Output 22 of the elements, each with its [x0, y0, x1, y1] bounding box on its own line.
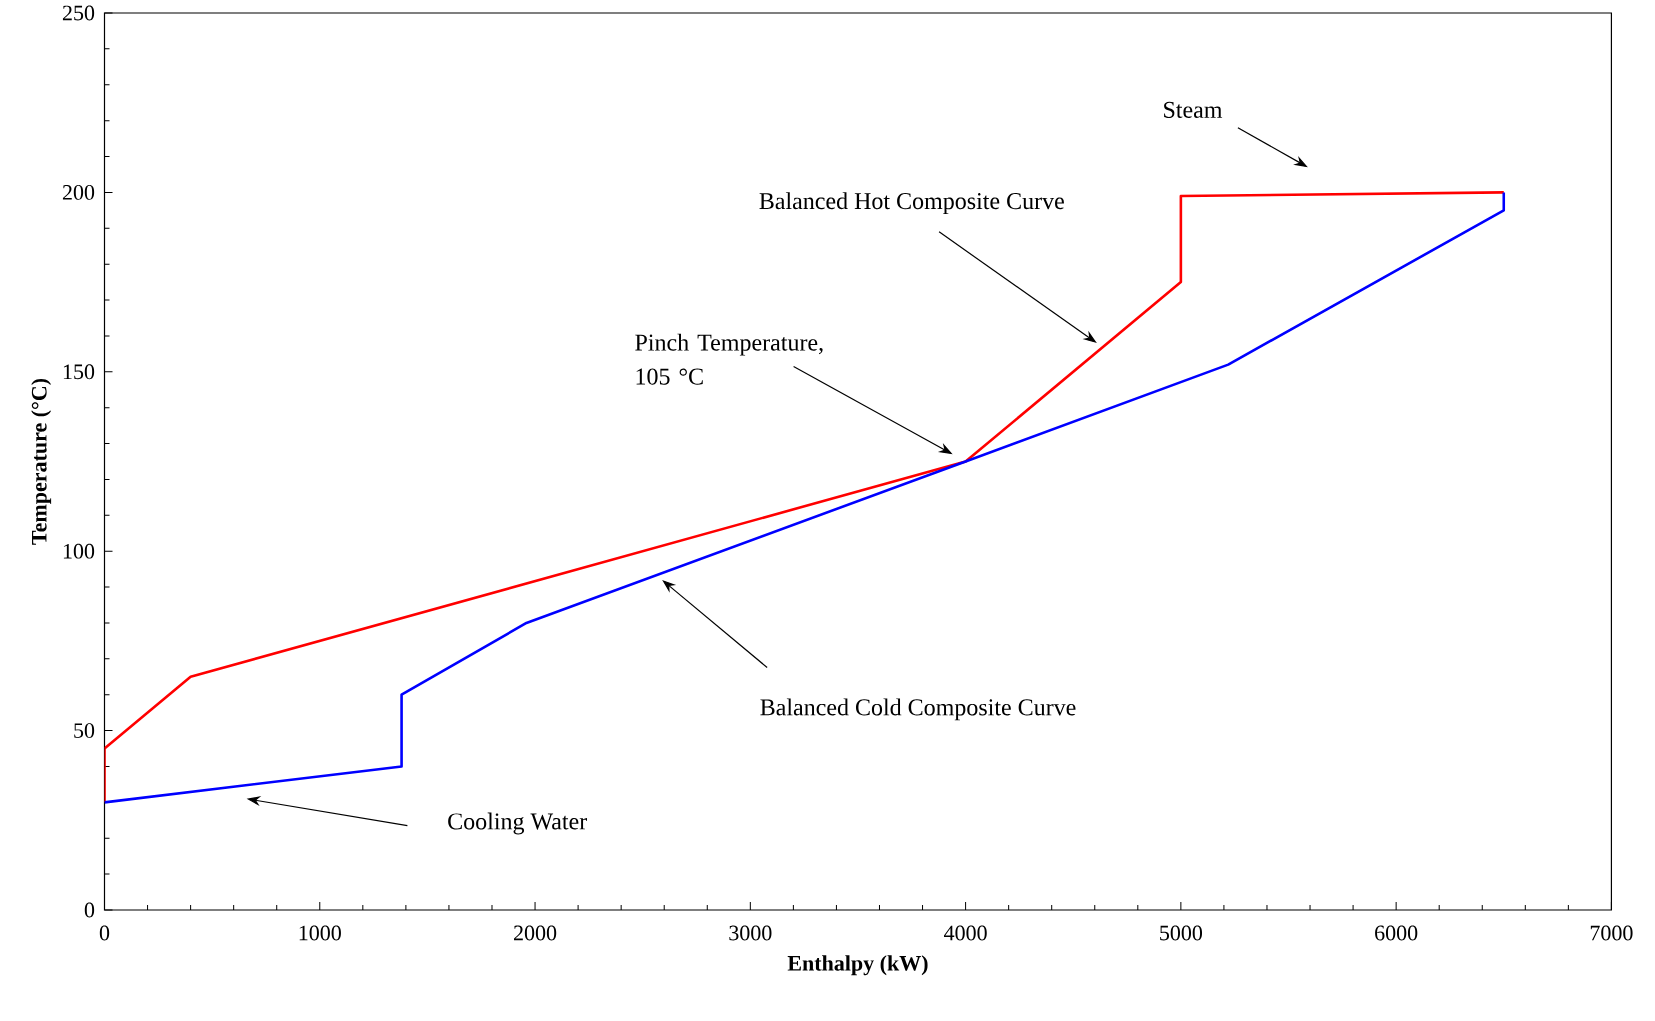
line-series — [104, 191, 1506, 804]
y-axis-title: Temperature (°C) — [31, 378, 52, 545]
x-tick-label: 6000 — [1375, 925, 1418, 941]
y-tick-label: 50 — [74, 723, 95, 739]
annotation: Cooling Water — [448, 812, 588, 835]
y-tick-label: 0 — [84, 902, 95, 918]
y-tick-label: 100 — [63, 543, 95, 559]
x-tick-label: 1000 — [299, 925, 341, 941]
annotation: Balanced Hot Composite Curve — [759, 192, 1064, 215]
annotation: Balanced Cold Composite Curve — [760, 698, 1076, 721]
x-axis-title: Enthalpy (kW) — [787, 955, 928, 976]
x-tick-label: 0 — [99, 925, 110, 941]
x-tick-label: 7000 — [1590, 925, 1633, 941]
annotation: Pinch Temperature, 105 °C — [635, 333, 823, 385]
annotation: Steam — [1164, 101, 1223, 118]
y-tick-label: 150 — [63, 364, 95, 380]
x-tick-label: 2000 — [514, 925, 557, 941]
x-tick-label: 4000 — [944, 925, 987, 941]
x-tick-label: 5000 — [1160, 925, 1203, 941]
x-tick-label: 3000 — [729, 925, 772, 941]
y-tick-label: 200 — [62, 184, 95, 200]
y-tick-label: 250 — [62, 5, 95, 21]
